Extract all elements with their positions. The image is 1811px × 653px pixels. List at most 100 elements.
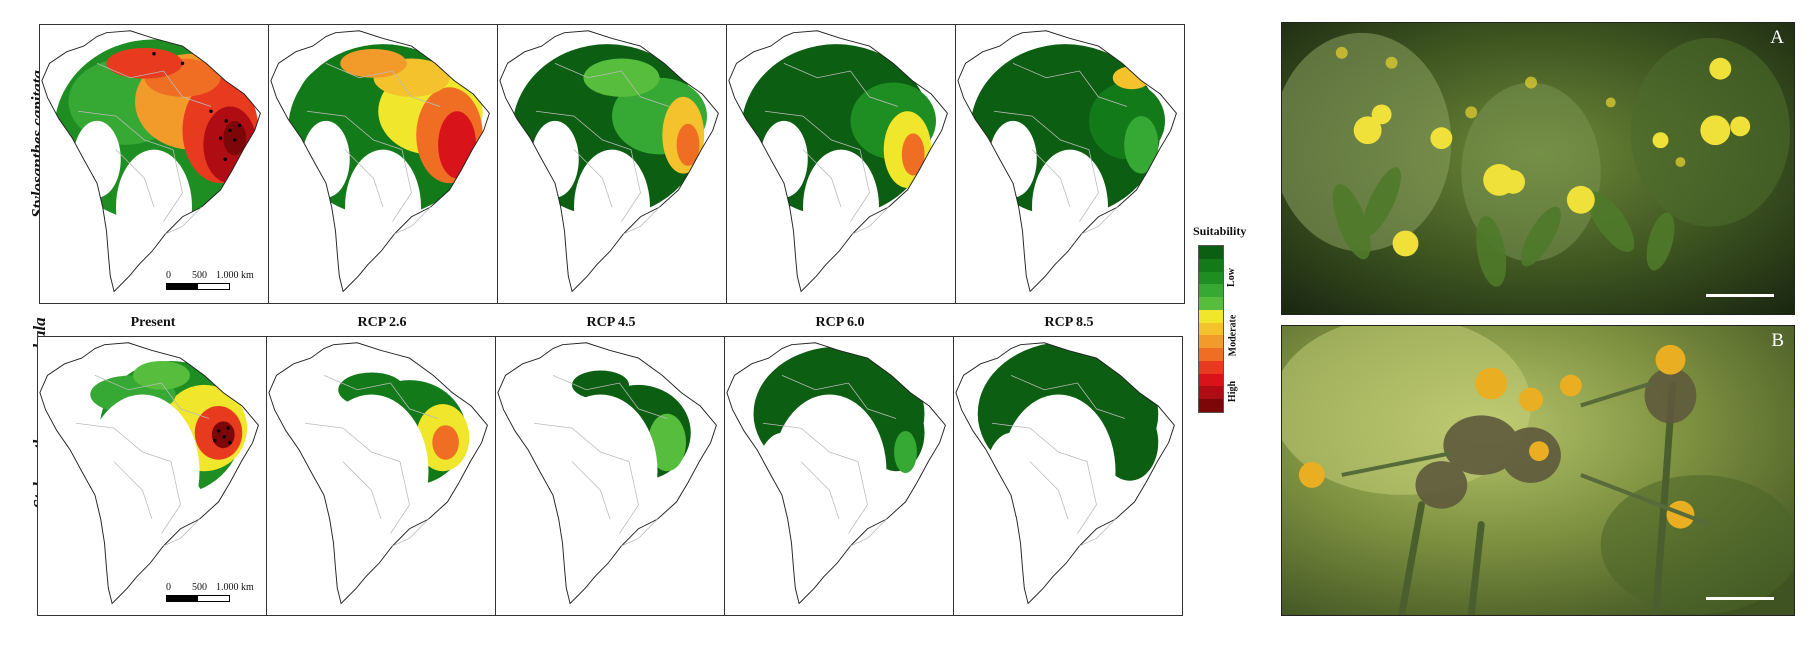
country-border	[304, 422, 401, 462]
suitability-patch	[901, 133, 925, 176]
legend-class-low: Low	[1225, 268, 1237, 287]
country-border	[325, 62, 441, 107]
suitability-patch	[572, 370, 629, 400]
occurrence-point	[224, 119, 228, 123]
south-america-map	[497, 342, 717, 605]
suitability-layer	[753, 346, 925, 568]
continent-outline	[497, 342, 717, 605]
occurrence-point	[228, 128, 232, 133]
unsuitable-area	[531, 120, 579, 198]
continent-outline	[499, 30, 719, 293]
occurrence-point	[212, 438, 217, 443]
legend-swatch	[1199, 373, 1223, 387]
legend-swatch	[1199, 348, 1223, 361]
unsuitable-area	[524, 432, 582, 548]
country-border	[344, 149, 384, 208]
country-border	[764, 110, 861, 150]
country-border	[94, 374, 210, 419]
scalebar-tick-500: 500	[192, 582, 207, 593]
south-america-map	[955, 342, 1175, 605]
map-panel	[724, 336, 954, 616]
scenario-label-rcp26: RCP 2.6	[357, 315, 407, 330]
country-border	[783, 62, 899, 107]
country-border	[802, 149, 842, 208]
map-panel	[39, 24, 269, 304]
occurrence-point	[237, 123, 242, 128]
continent-outline	[957, 30, 1177, 293]
photo-scale-bar-b	[1706, 597, 1774, 600]
unsuitable-area	[760, 120, 808, 198]
yellow-flowers-photo-icon	[1282, 23, 1794, 314]
legend-swatch	[1199, 399, 1223, 412]
country-border	[392, 518, 429, 547]
legend-swatch	[1199, 322, 1223, 336]
photo-a: A	[1281, 22, 1795, 315]
scalebar-tick-0: 0	[166, 582, 171, 593]
suitability-layer	[977, 342, 1159, 568]
country-border	[342, 461, 382, 520]
scalebar-tick-1000: 1.000 km	[216, 270, 254, 281]
country-border	[75, 422, 172, 462]
suitability-patch	[106, 48, 183, 79]
legend-swatch	[1199, 258, 1223, 272]
legend-swatch	[1199, 386, 1223, 400]
suitability-patch	[1101, 404, 1159, 481]
continent-outline	[728, 30, 948, 293]
suitability-patch	[340, 48, 407, 78]
suitability-patch	[438, 111, 477, 179]
scenario-label-rcp85: RCP 8.5	[1044, 315, 1094, 330]
legend-color-bar	[1198, 245, 1224, 413]
map-panel	[726, 24, 956, 304]
country-border	[621, 518, 658, 547]
suitability-patch	[583, 58, 660, 97]
country-border	[323, 374, 439, 419]
suitability-patch	[1124, 116, 1159, 174]
suitability-patch	[648, 413, 686, 472]
continent-outline	[41, 30, 261, 293]
unsuitable-area	[66, 432, 124, 548]
country-border	[993, 110, 1090, 150]
country-border	[113, 461, 153, 520]
south-america-map	[499, 30, 719, 293]
country-border	[552, 374, 668, 419]
country-border	[573, 149, 613, 208]
south-america-map	[270, 30, 490, 293]
map-panel	[37, 336, 267, 616]
suitability-patch	[211, 421, 235, 449]
south-america-map	[726, 342, 946, 605]
suitability-layer	[970, 44, 1165, 265]
south-america-map	[728, 30, 948, 293]
country-border	[762, 422, 859, 462]
country-border	[390, 461, 410, 534]
map-panel	[955, 24, 1185, 304]
country-border	[163, 518, 200, 547]
photo-b: B	[1281, 325, 1795, 616]
country-border	[161, 461, 181, 534]
legend-swatch	[1199, 246, 1223, 259]
scalebar-tick-1000: 1.000 km	[216, 582, 254, 593]
south-america-map	[41, 30, 261, 293]
country-border	[535, 110, 632, 150]
legend-swatch	[1199, 297, 1223, 310]
occurrence-point	[226, 426, 230, 430]
unsuitable-area	[753, 432, 811, 548]
scenario-label-present: Present	[130, 315, 176, 330]
photo-letter-b: B	[1771, 330, 1784, 351]
map-panel	[268, 24, 498, 304]
country-border	[1081, 206, 1118, 235]
map-panel	[495, 336, 725, 616]
photo-scale-bar-a	[1706, 294, 1774, 297]
scalebar-tick-500: 500	[192, 270, 207, 281]
suitability-layer	[295, 372, 470, 568]
country-border	[623, 206, 660, 235]
country-border	[1031, 149, 1071, 208]
country-border	[77, 110, 174, 150]
scalebar-bottom: 0 500 1.000 km	[166, 582, 254, 602]
legend-class-high: High	[1227, 380, 1239, 403]
unsuitable-area	[302, 120, 350, 198]
suitability-patch	[894, 430, 917, 474]
continent-outline	[955, 342, 1175, 605]
country-border	[554, 62, 670, 107]
occurrence-point	[152, 52, 156, 56]
country-border	[306, 110, 403, 150]
